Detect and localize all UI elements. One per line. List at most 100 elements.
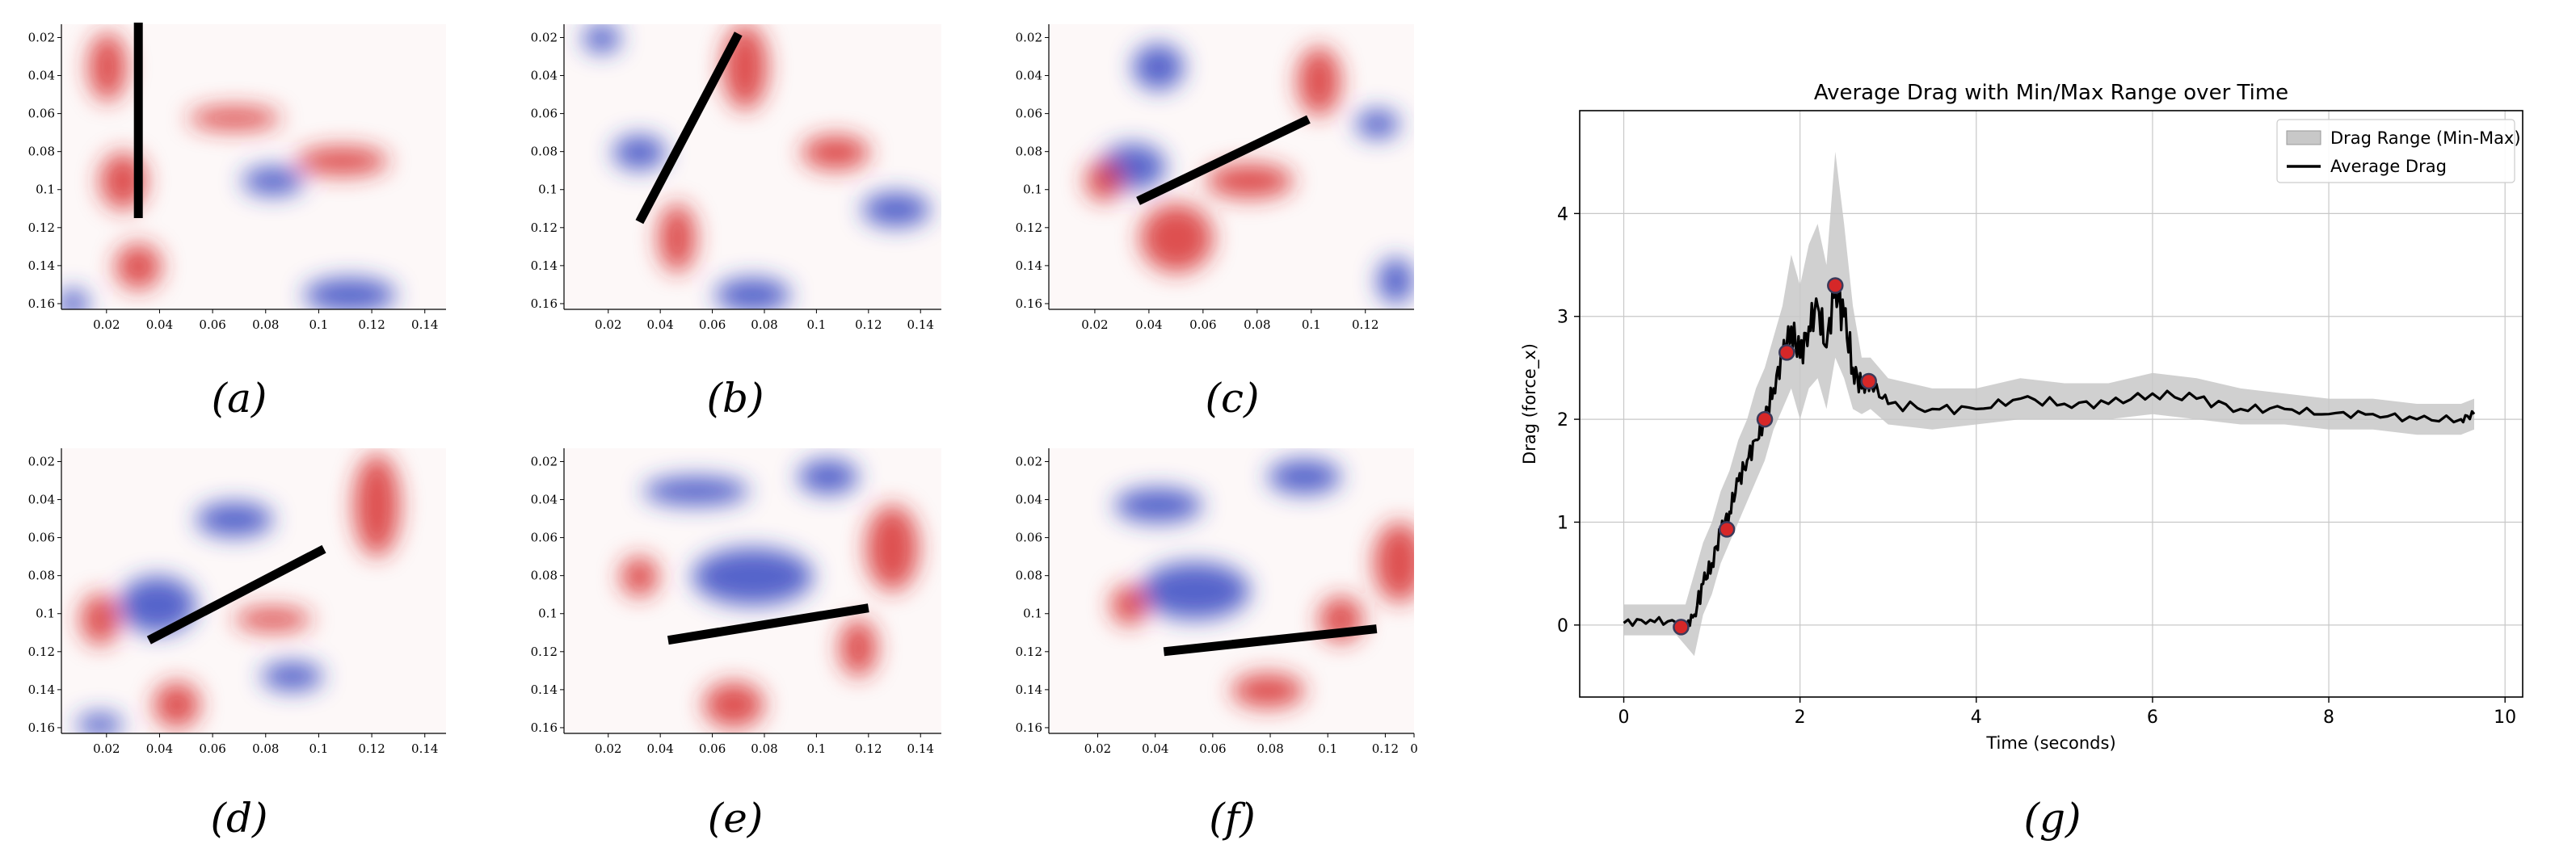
y-tick-label: 0.14 xyxy=(1016,258,1042,273)
x-tick-label: 0.1 xyxy=(806,741,826,756)
x-tick-label: 0.04 xyxy=(1142,741,1168,756)
y-tick-label: 0.02 xyxy=(531,30,558,44)
vortex-blob xyxy=(196,502,273,537)
plate-line xyxy=(146,544,326,645)
x-tick-label: 0 xyxy=(1410,741,1418,756)
x-tick-label: 0.1 xyxy=(1318,741,1337,756)
legend-label-range: Drag Range (Min-Max) xyxy=(2330,128,2521,148)
vortex-blob xyxy=(658,204,697,273)
y-tick-label: 0.1 xyxy=(538,607,558,621)
y-tick-label: 0.1 xyxy=(36,183,55,197)
x-tick-label: 0.06 xyxy=(699,317,726,332)
x-tick-label: 0.06 xyxy=(199,741,225,756)
y-axis-label: Drag (force_x) xyxy=(1520,343,1540,464)
panel-caption: (g) xyxy=(2023,795,2081,842)
y-tick-label: 0.06 xyxy=(1016,107,1042,121)
x-tick-label: 4 xyxy=(1971,708,1982,728)
plate-line xyxy=(667,603,869,645)
legend-label-average: Average Drag xyxy=(2330,157,2447,176)
y-tick-label: 1 xyxy=(1557,513,1568,533)
vortex-blob xyxy=(261,662,323,691)
vortex-blob xyxy=(88,32,127,102)
x-tick-label: 6 xyxy=(2147,708,2158,728)
y-tick-label: 0.04 xyxy=(531,493,558,507)
drag-chart: 0 2 4 6 8 10 0 1 2 3 4 Average Drag with Min/Max Ra… xyxy=(1520,81,2523,842)
panel-caption: (b) xyxy=(706,375,764,422)
x-tick-label: 0.12 xyxy=(1352,317,1378,332)
snapshot-marker xyxy=(1718,521,1736,538)
x-tick-label: 0.06 xyxy=(1189,317,1216,332)
heatmap-panel-c: 0.02 0.04 0.06 0.08 0.1 0.12 0.02 0.04 0.06 0.08 0… xyxy=(1016,24,1414,422)
x-tick-label: 0 xyxy=(1618,708,1630,728)
vortex-blob xyxy=(612,135,667,170)
vortex-blob xyxy=(1114,488,1202,523)
y-tick-label: 0.1 xyxy=(1023,607,1042,621)
y-tick-label: 0.08 xyxy=(531,145,558,159)
y-tick-label: 0.08 xyxy=(1016,145,1042,159)
vortex-blob xyxy=(1140,204,1214,273)
vortex-blob xyxy=(154,682,200,728)
vortex-blob xyxy=(722,24,768,110)
y-tick-label: 0.08 xyxy=(28,145,55,159)
vortex-blob xyxy=(234,607,312,631)
heatmap-panel-e: 0.02 0.04 0.06 0.08 0.1 0.12 0.14 0.02 0.04 0.06 0… xyxy=(531,448,941,842)
x-tick-label: 0.14 xyxy=(411,741,438,756)
vortex-blob xyxy=(353,454,400,557)
legend-box xyxy=(2276,119,2515,183)
y-tick-label: 0.02 xyxy=(28,30,55,44)
y-tick-label: 0.06 xyxy=(531,531,558,545)
snapshot-marker xyxy=(1778,344,1795,361)
x-tick-label: 0.02 xyxy=(595,741,621,756)
vorticity-field xyxy=(77,454,400,733)
panel-caption: (a) xyxy=(212,375,267,422)
vortex-blob xyxy=(1132,44,1185,90)
vortex-blob xyxy=(119,576,196,634)
y-tick-label: 0.04 xyxy=(28,69,55,83)
y-tick-label: 0.12 xyxy=(1016,220,1042,235)
vortex-blob xyxy=(303,278,397,309)
plot-frame xyxy=(1579,110,2523,698)
y-tick-label: 0.02 xyxy=(1016,454,1042,468)
y-tick-label: 0.12 xyxy=(531,220,558,235)
vortex-blob xyxy=(692,548,814,606)
x-tick-label: 0.02 xyxy=(93,741,120,756)
panel-caption: (d) xyxy=(210,795,267,842)
x-tick-label: 0.06 xyxy=(699,741,726,756)
x-tick-label: 0.14 xyxy=(907,741,934,756)
vortex-blob xyxy=(1268,460,1341,494)
y-tick-label: 0.12 xyxy=(531,645,558,659)
x-tick-label: 0.06 xyxy=(1199,741,1226,756)
y-tick-label: 0.12 xyxy=(1016,645,1042,659)
x-tick-label: 0.02 xyxy=(93,317,120,332)
vortex-blob xyxy=(1377,258,1414,304)
vortex-blob xyxy=(703,682,764,728)
x-tick-label: 0.14 xyxy=(907,317,934,332)
x-tick-label: 0.04 xyxy=(146,317,173,332)
vortex-blob xyxy=(1355,109,1400,139)
vortex-blob xyxy=(1297,47,1341,116)
x-tick-label: 10 xyxy=(2494,708,2516,728)
vorticity-field xyxy=(621,460,919,728)
vortex-blob xyxy=(1374,522,1414,603)
vortex-blob xyxy=(714,278,791,309)
vortex-blob xyxy=(1110,585,1148,625)
x-tick-label: 0.1 xyxy=(309,317,328,332)
y-tick-label: 0.02 xyxy=(1016,30,1042,44)
x-axis-label: Time (seconds) xyxy=(1985,733,2115,753)
y-tick-label: 0.14 xyxy=(28,258,55,273)
vortex-blob xyxy=(802,135,870,170)
y-tick-label: 3 xyxy=(1557,308,1568,328)
y-tick-label: 0.04 xyxy=(1016,493,1042,507)
y-tick-label: 0.06 xyxy=(28,531,55,545)
average-drag-line xyxy=(1623,279,2476,629)
x-tick-label: 0.08 xyxy=(252,741,279,756)
chart-title: Average Drag with Min/Max Range over Tim… xyxy=(1814,81,2288,105)
x-tick-label: 0.1 xyxy=(806,317,826,332)
vortex-blob xyxy=(1206,163,1294,199)
vortex-blob xyxy=(643,477,749,506)
x-tick-label: 0.02 xyxy=(595,317,621,332)
y-tick-label: 0.14 xyxy=(531,682,558,697)
vorticity-field xyxy=(1085,44,1414,304)
plate-line xyxy=(635,32,743,225)
